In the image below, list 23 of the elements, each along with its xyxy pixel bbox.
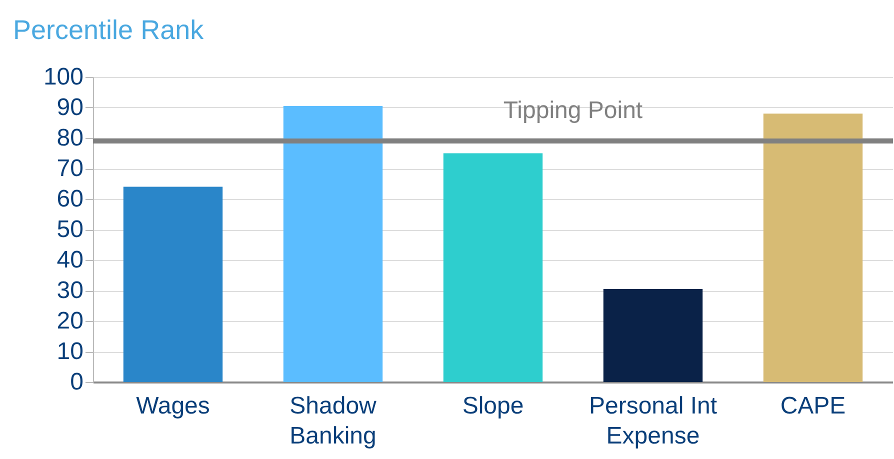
chart-title: Percentile Rank bbox=[13, 15, 204, 45]
y-tick-label: 70 bbox=[56, 155, 84, 182]
y-tick-label: 30 bbox=[56, 277, 84, 304]
bar bbox=[283, 106, 383, 382]
x-tick-label: Personal Int Expense bbox=[588, 392, 718, 450]
y-tick-label: 40 bbox=[56, 246, 84, 274]
y-tick-label: 10 bbox=[56, 338, 84, 365]
bar bbox=[123, 186, 223, 382]
bar bbox=[603, 288, 703, 382]
y-tick-label: 60 bbox=[56, 186, 84, 212]
y-tick-label: 0 bbox=[70, 368, 84, 396]
x-tick-label: Wages bbox=[136, 392, 210, 420]
y-tick-label: 50 bbox=[56, 216, 84, 243]
bar bbox=[763, 114, 863, 382]
x-tick-label: CAPE bbox=[780, 392, 846, 420]
ref-line-label: Tipping Point bbox=[503, 97, 643, 124]
x-tick-label: Slope bbox=[462, 392, 524, 420]
y-tick-label: 80 bbox=[56, 124, 84, 152]
x-tick-label: Shadow Banking bbox=[290, 392, 378, 450]
bar bbox=[443, 153, 543, 382]
y-tick-label: 20 bbox=[56, 308, 84, 334]
y-tick-label: 100 bbox=[43, 64, 84, 90]
y-tick-label: 90 bbox=[56, 94, 84, 121]
